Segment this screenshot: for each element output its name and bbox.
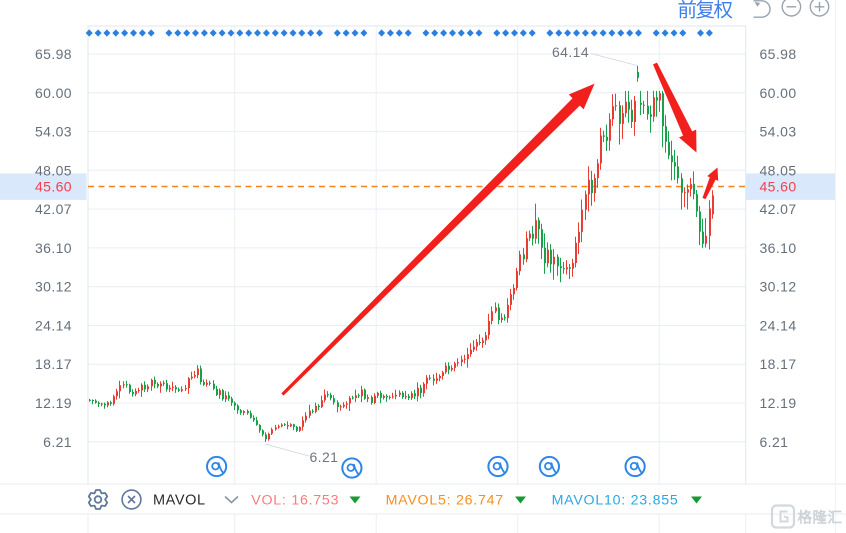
svg-text:45.60: 45.60 <box>35 179 72 195</box>
svg-text:48.05: 48.05 <box>35 162 72 178</box>
svg-text:36.10: 36.10 <box>35 240 72 256</box>
svg-text:格隆汇: 格隆汇 <box>798 509 843 527</box>
svg-text:MAVOL10: 23.855: MAVOL10: 23.855 <box>552 493 679 509</box>
svg-text:54.03: 54.03 <box>760 124 797 140</box>
svg-text:65.98: 65.98 <box>760 46 797 62</box>
svg-text:MAVOL5: 26.747: MAVOL5: 26.747 <box>386 493 504 509</box>
svg-text:36.10: 36.10 <box>760 240 797 256</box>
svg-text:45.60: 45.60 <box>760 179 797 195</box>
svg-text:42.07: 42.07 <box>760 201 797 217</box>
svg-text:6.21: 6.21 <box>43 434 72 450</box>
svg-text:24.14: 24.14 <box>35 318 72 334</box>
svg-text:6.21: 6.21 <box>760 434 789 450</box>
svg-text:前复权: 前复权 <box>678 0 734 22</box>
svg-text:30.12: 30.12 <box>35 279 72 295</box>
svg-text:30.12: 30.12 <box>760 279 797 295</box>
svg-text:42.07: 42.07 <box>35 201 72 217</box>
svg-text:65.98: 65.98 <box>35 46 72 62</box>
svg-text:54.03: 54.03 <box>35 124 72 140</box>
svg-text:12.19: 12.19 <box>35 395 72 411</box>
svg-text:18.17: 18.17 <box>760 356 797 372</box>
svg-text:60.00: 60.00 <box>760 85 797 101</box>
svg-text:MAVOL: MAVOL <box>153 493 206 509</box>
svg-text:VOL: 16.753: VOL: 16.753 <box>251 493 339 509</box>
svg-text:64.14: 64.14 <box>552 44 589 60</box>
svg-text:6.21: 6.21 <box>310 449 339 465</box>
svg-text:12.19: 12.19 <box>760 395 797 411</box>
svg-text:18.17: 18.17 <box>35 356 72 372</box>
svg-text:48.05: 48.05 <box>760 162 797 178</box>
svg-text:24.14: 24.14 <box>760 318 797 334</box>
svg-text:60.00: 60.00 <box>35 85 72 101</box>
